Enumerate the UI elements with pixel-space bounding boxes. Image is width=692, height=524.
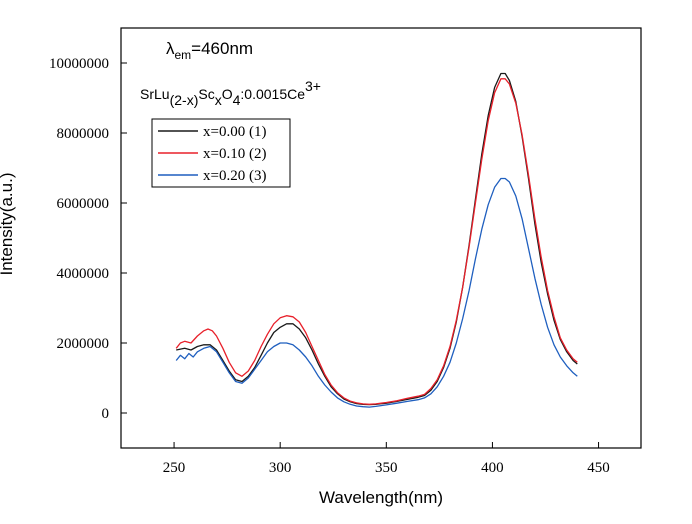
- series-lines: [175, 72, 578, 408]
- x-tick-label: 400: [481, 460, 504, 476]
- excitation-annotation: λem=460nm: [166, 39, 253, 62]
- x-tick-label: 450: [587, 460, 610, 476]
- y-axis-ticks: 0 2000000 4000000 6000000 8000000 10000000: [49, 56, 127, 422]
- y-tick-label: 10000000: [49, 56, 109, 72]
- series-line-2: [175, 78, 578, 405]
- formula-sc: Sc: [198, 86, 214, 102]
- x-tick-label: 250: [163, 460, 186, 476]
- legend-label-3: x=0.20 (3): [203, 168, 266, 184]
- y-tick-label: 2000000: [57, 336, 110, 352]
- formula-rest: :0.0015Ce: [240, 86, 305, 102]
- y-tick-label: 4000000: [57, 266, 110, 282]
- formula-sup: 3+: [305, 78, 321, 94]
- formula-o: O: [222, 86, 233, 102]
- legend-label-2: x=0.10 (2): [203, 146, 266, 162]
- y-tick-label: 0: [102, 406, 110, 422]
- x-axis-label: Wavelength(nm): [319, 488, 443, 507]
- x-tick-label: 300: [269, 460, 292, 476]
- y-tick-label: 8000000: [57, 126, 110, 142]
- formula-sub3: 4: [233, 92, 241, 108]
- formula-base: SrLu: [140, 86, 170, 102]
- lambda-symbol: λ: [166, 39, 175, 58]
- x-axis-ticks: 250 300 350 400 450: [163, 442, 610, 476]
- y-axis-label: Intensity(a.u.): [0, 173, 16, 276]
- y-tick-label: 6000000: [57, 196, 110, 212]
- plot-frame: [120, 27, 642, 449]
- legend-label-1: x=0.00 (1): [203, 124, 266, 140]
- excitation-value: =460nm: [191, 39, 253, 58]
- formula-annotation: SrLu(2-x)ScxO4:0.0015Ce3+: [140, 78, 321, 108]
- series-line-3: [175, 177, 578, 408]
- formula-sub1: (2-x): [170, 92, 199, 108]
- excitation-subscript: em: [175, 48, 192, 62]
- legend: x=0.00 (1) x=0.10 (2) x=0.20 (3): [151, 118, 291, 188]
- formula-sub2: x: [215, 92, 222, 108]
- x-tick-label: 350: [375, 460, 398, 476]
